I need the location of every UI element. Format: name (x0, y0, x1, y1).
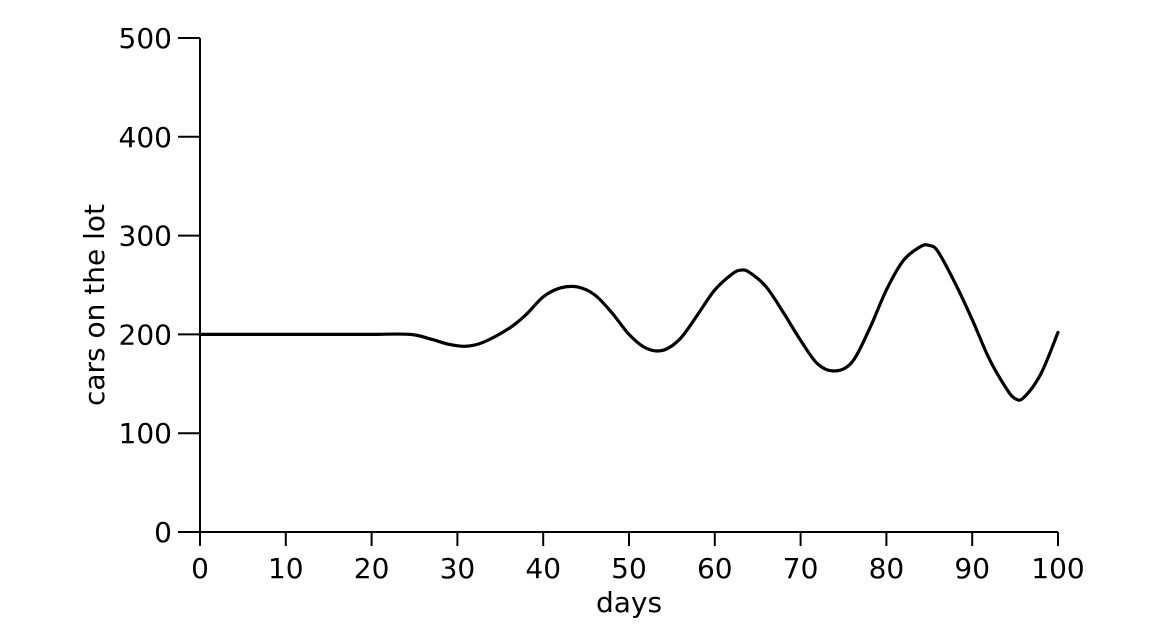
x-tick-label: 100 (1031, 552, 1084, 585)
y-tick-label: 100 (119, 417, 172, 450)
x-tick-label: 50 (611, 552, 647, 585)
x-tick-label: 80 (869, 552, 905, 585)
y-axis-ticks: 0 100 200 300 400 500 (119, 22, 200, 549)
x-tick-label: 10 (268, 552, 304, 585)
x-tick-label: 20 (354, 552, 390, 585)
x-tick-label: 70 (783, 552, 819, 585)
series-line (198, 243, 1060, 402)
x-axis-ticks: 0 10 20 30 40 50 60 70 80 90 100 (191, 532, 1085, 585)
x-tick-label: 90 (954, 552, 990, 585)
y-tick-label: 200 (119, 318, 172, 351)
x-axis-label: days (596, 586, 662, 619)
x-tick-label: 0 (191, 552, 209, 585)
y-tick-label: 300 (119, 220, 172, 253)
y-tick-label: 0 (154, 516, 172, 549)
x-tick-label: 60 (697, 552, 733, 585)
x-tick-label: 30 (440, 552, 476, 585)
y-axis-label: cars on the lot (78, 204, 111, 406)
y-tick-label: 500 (119, 22, 172, 55)
x-tick-label: 40 (525, 552, 561, 585)
y-tick-label: 400 (119, 121, 172, 154)
